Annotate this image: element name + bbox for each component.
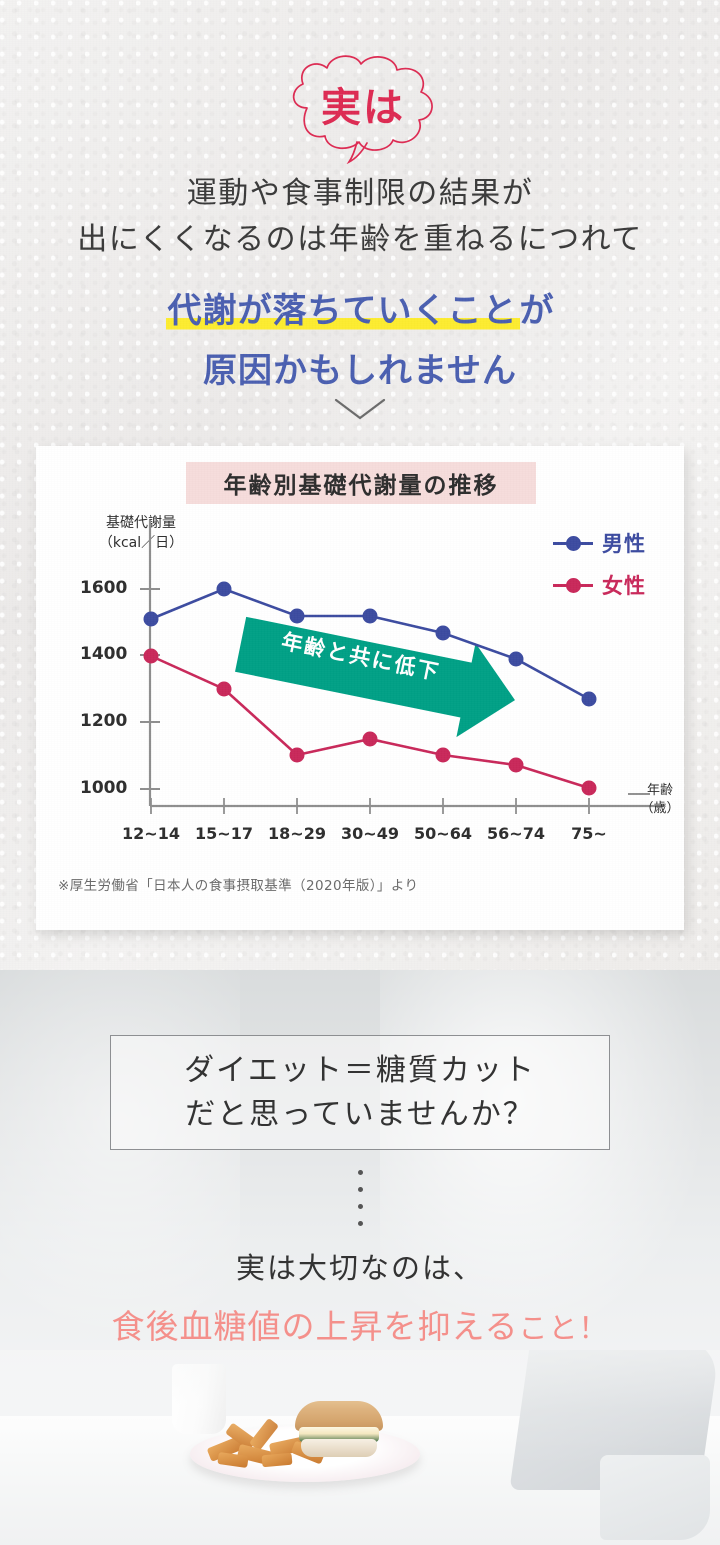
legend-swatch-female	[553, 577, 593, 593]
x-axis-caption-line1: 年齢	[646, 783, 673, 798]
hero-section: 実は 運動や食事制限の結果が 出にくくなるのは年齢を重ねるにつれて 代謝が落ちて…	[0, 0, 720, 970]
line-chart-plot	[140, 520, 664, 814]
trend-arrow-icon	[235, 616, 515, 738]
right-light-glow	[380, 970, 710, 1350]
chevron-down-icon	[334, 398, 386, 420]
x-axis-ticks	[150, 798, 590, 814]
intro-line-2: 出にくくなるのは年齢を重ねるにつれて	[77, 222, 643, 257]
chart-card: 年齢別基礎代謝量の推移 基礎代謝量 （kcal／日） 男性 女性	[36, 446, 684, 930]
speech-bubble: 実は	[283, 52, 443, 164]
legend-label-female: 女性	[602, 574, 646, 598]
food-photo	[0, 1350, 720, 1545]
dotted-divider	[358, 1170, 363, 1238]
intro-line-1: 運動や食事制限の結果が	[186, 176, 534, 211]
y-tick-label-1000: 1000	[80, 778, 128, 798]
series-points-female	[143, 648, 597, 796]
x-tick-label-0: 12~14	[122, 824, 180, 843]
y-tick-label-1200: 1200	[80, 711, 128, 731]
legend-label-male: 男性	[602, 532, 646, 556]
highlight-line-1: 代謝が落ちていくことが	[0, 288, 720, 336]
question-line-2: だと思っていませんか？	[185, 1096, 535, 1132]
highlight-tail-2: かもしれません	[273, 351, 517, 391]
y-tick-label-1400: 1400	[80, 644, 128, 664]
mug-shape	[172, 1364, 226, 1434]
left-light-glow	[0, 970, 240, 1340]
cloud-bubble-icon	[292, 55, 433, 164]
answer-line: 食後血糖値の上昇を抑えること！	[0, 1300, 720, 1348]
marked-text: 代謝が落ちていくこと	[165, 291, 520, 331]
x-axis-caption: 年齢 （歳）	[630, 782, 690, 817]
y-axis-caption-line1: 基礎代謝量	[106, 515, 176, 531]
chart-title: 年齢別基礎代謝量の推移	[186, 462, 536, 504]
series-points-male	[143, 581, 597, 707]
x-tick-label-6: 75~	[571, 824, 607, 843]
highlight-line-2: 原因かもしれません	[0, 348, 720, 396]
lead-line: 実は大切なのは、	[235, 1251, 484, 1285]
highlight-strong-2: 原因	[203, 351, 273, 391]
chair-shape-2	[600, 1455, 710, 1540]
legend-item-male: 男性	[553, 528, 646, 558]
x-tick-label-4: 50~64	[414, 824, 472, 843]
y-tick-label-1600: 1600	[80, 578, 128, 598]
x-axis-caption-line2: （歳）	[640, 800, 680, 816]
x-tick-label-2: 18~29	[268, 824, 326, 843]
question-line-1: ダイエット＝糖質カット	[184, 1052, 536, 1088]
bubble-label: 実は	[321, 85, 405, 131]
legend-item-female: 女性	[553, 570, 646, 600]
bun-bottom	[301, 1439, 377, 1457]
highlight-tail-1: が	[519, 291, 555, 331]
question-section: ダイエット＝糖質カット だと思っていませんか？ 実は大切なのは、 食後血糖値の上…	[0, 970, 720, 1545]
x-tick-label-3: 30~49	[341, 824, 399, 843]
x-tick-label-1: 15~17	[195, 824, 253, 843]
chart-footnote: ※厚生労働省「日本人の食事摂取基準（2020年版）」より	[58, 878, 419, 894]
legend-swatch-male	[553, 535, 593, 551]
question-box: ダイエット＝糖質カット だと思っていませんか？	[110, 1035, 610, 1150]
answer-strong: 食後血糖値の上昇を抑える	[111, 1307, 519, 1346]
y-axis-caption-line2: （kcal／日）	[98, 534, 184, 551]
answer-tail: こと！	[518, 1311, 609, 1345]
y-axis-caption: 基礎代謝量 （kcal／日）	[76, 514, 206, 553]
x-tick-label-5: 56~74	[487, 824, 545, 843]
sandwich-shape	[295, 1401, 383, 1457]
